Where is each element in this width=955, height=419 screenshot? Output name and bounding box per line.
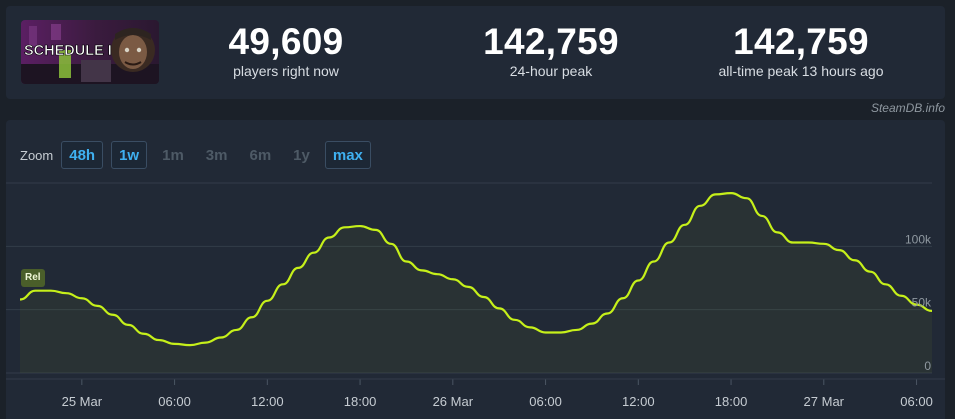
x-tick-label: 06:00 [158, 394, 191, 409]
stat-24h-peak: 142,759 24-hour peak [446, 22, 656, 80]
series-line [19, 192, 933, 347]
y-tick-label: 0 [924, 359, 931, 373]
release-event-badge[interactable]: Rel [21, 269, 45, 287]
zoom-1w-button[interactable]: 1w [111, 141, 148, 169]
zoom-label: Zoom [20, 147, 54, 163]
x-tick-label: 18:00 [715, 394, 748, 409]
x-tick-label: 26 Mar [433, 394, 474, 409]
y-tick-label: 100k [905, 232, 932, 246]
game-thumbnail-art: SCHEDULE I [21, 20, 159, 84]
stat-all-time-peak: 142,759 all-time peak 13 hours ago [691, 22, 911, 80]
zoom-48h-button[interactable]: 48h [61, 141, 104, 169]
stat-label: 24-hour peak [509, 63, 593, 79]
stats-panel: SCHEDULE I 49,609 players right now 142,… [6, 6, 945, 99]
stat-current-players: 49,609 players right now [201, 22, 371, 80]
x-tick-label: 27 Mar [804, 394, 845, 409]
x-tick-label: 06:00 [900, 394, 933, 409]
player-count-chart[interactable]: 0 50k 100k 25 Mar 06:00 12:00 18:00 26 Mar 06:00… [6, 120, 945, 419]
zoom-6m-button[interactable]: 6m [249, 146, 272, 164]
chart-panel: 0 50k 100k 25 Mar 06:00 12:00 18:00 26 Mar 06:00… [6, 120, 945, 419]
zoom-max-button[interactable]: max [324, 141, 371, 169]
game-thumbnail[interactable]: SCHEDULE I [21, 20, 159, 84]
zoom-3m-button[interactable]: 3m [205, 146, 228, 164]
thumbnail-title-text: SCHEDULE I [24, 43, 112, 59]
zoom-bar: Zoom 48h 1w 1m 3m 6m 1y max [20, 141, 379, 169]
x-tick-label: 12:00 [251, 394, 284, 409]
stat-value: 49,609 [228, 21, 344, 62]
y-tick-label: 50k [912, 296, 932, 310]
x-tick-label: 12:00 [622, 394, 655, 409]
stat-value: 142,759 [483, 21, 619, 62]
steamdb-credit[interactable]: SteamDB.info [870, 101, 945, 115]
stat-value: 142,759 [733, 21, 869, 62]
zoom-1m-button[interactable]: 1m [162, 146, 184, 164]
stat-label: all-time peak 13 hours ago [718, 63, 884, 79]
series-area [20, 193, 932, 373]
zoom-1y-button[interactable]: 1y [293, 146, 310, 164]
x-tick-label: 25 Mar [62, 394, 103, 409]
x-tick-label: 06:00 [529, 394, 562, 409]
x-tick-label: 18:00 [344, 394, 377, 409]
stat-label: players right now [233, 63, 339, 79]
